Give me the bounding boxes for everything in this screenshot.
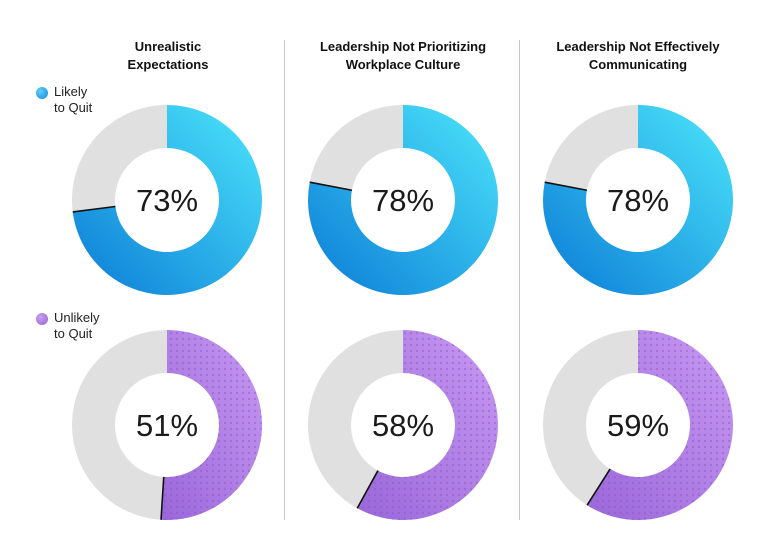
donut-remainder-segment [71,330,167,520]
donut-remainder-segment [307,330,403,509]
legend-likely-line2: to Quit [54,100,93,115]
donut-value-label: 51% [136,408,198,443]
donut-value-segment [543,105,734,296]
donut-value-texture [161,330,262,520]
column-title-2: Leadership Not Prioritizing Workplace Cu… [293,38,513,74]
donut-remainder-segment [544,105,638,191]
legend-unlikely: Unlikely to Quit [36,310,100,342]
donut-boundary-line [586,468,611,506]
column-title-2-line1: Leadership Not Prioritizing [319,39,487,54]
column-title-2-line2: Workplace Culture [345,57,461,72]
column-title-3-line1: Leadership Not Effectively [556,39,720,54]
column-title-3: Leadership Not Effectively Communicating [528,38,748,74]
column-title-1-line1: Unrealistic [134,39,202,54]
column-title-1: Unrealistic Expectations [58,38,278,74]
legend-unlikely-line2: to Quit [54,326,93,341]
donut-value-segment [72,105,263,295]
legend-likely-line1: Likely [54,84,88,99]
donut-boundary-line [356,470,379,509]
legend-unlikely-swatch [36,313,48,325]
donut-value-label: 58% [372,408,434,443]
donut-remainder-segment [542,330,638,506]
column-title-3-line2: Communicating [588,57,688,72]
donut-value-label: 59% [607,408,669,443]
donut-boundary-line [160,476,165,520]
column-title-1-line2: Expectations [127,57,209,72]
donut-value-segment [308,105,499,295]
donut-value-label: 78% [372,183,434,218]
donut-value-label: 78% [607,183,669,218]
donut-remainder-segment [71,105,167,212]
column-divider [284,40,285,520]
column-divider [519,40,520,520]
legend-unlikely-line1: Unlikely [54,310,100,325]
donut-value-texture [587,330,733,520]
donut-boundary-line [309,181,353,192]
donut-boundary-line [544,181,588,192]
donut-value-texture [357,330,498,520]
donut-boundary-line [72,205,116,213]
donut-remainder-segment [309,105,403,191]
legend-likely-swatch [36,87,48,99]
legend-likely: Likely to Quit [36,84,92,116]
donut-value-label: 73% [136,183,198,218]
